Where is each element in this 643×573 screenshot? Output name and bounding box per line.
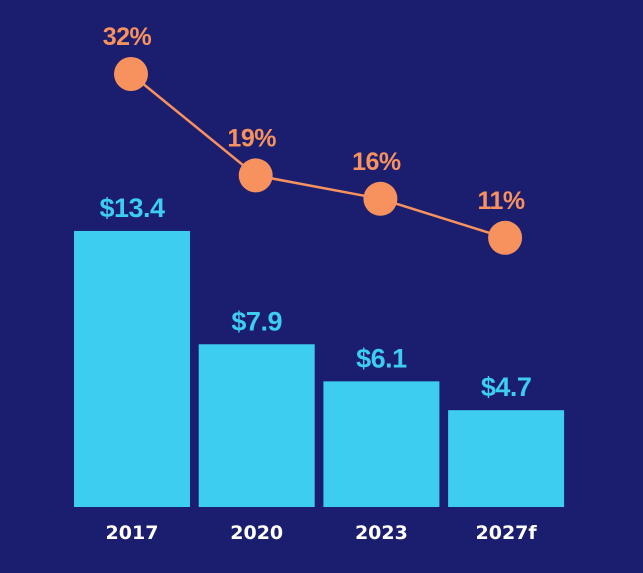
bar-2027f (448, 410, 565, 507)
bar-value-label-2023: $6.1 (356, 343, 407, 373)
bar-value-label-2020: $7.9 (231, 306, 282, 336)
line-point-2023 (363, 181, 398, 216)
line-point-2020 (238, 158, 273, 193)
line-series (130, 73, 506, 239)
line-value-label-2027f: 11% (478, 187, 525, 215)
bar-2020 (198, 344, 315, 507)
bar-value-label-2027f: $4.7 (481, 372, 532, 402)
line-value-label-2017: 32% (103, 23, 152, 51)
bars-layer: $13.4 $7.9 $6.1 $4.7 (74, 193, 565, 507)
x-tick-label-2027f: 2027f (476, 522, 538, 544)
bar-2023 (323, 381, 440, 507)
line-point-2027f (488, 220, 523, 255)
bar-2017 (74, 230, 190, 507)
line-point-2017 (114, 57, 148, 91)
x-tick-label-2017: 2017 (106, 522, 159, 544)
line-value-label-2020: 19% (227, 124, 276, 152)
x-axis-ticks: 2017 2020 2023 2027f (106, 522, 538, 544)
line-layer: 32% 19% 16% 11% (103, 23, 525, 255)
bar-value-label-2017: $13.4 (99, 193, 165, 223)
line-value-label-2023: 16% (352, 148, 401, 176)
x-tick-label-2023: 2023 (355, 522, 408, 544)
x-tick-label-2020: 2020 (230, 522, 283, 544)
